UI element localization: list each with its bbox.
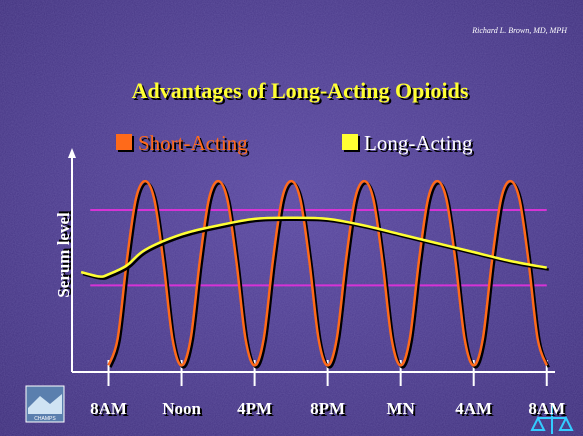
x-tick-label: 8PM — [310, 399, 345, 418]
x-tick-label: 8AM — [90, 399, 127, 418]
scales-icon — [530, 405, 574, 434]
legend-label: Short-Acting — [138, 131, 248, 155]
logo-text: CHAMPS — [34, 416, 56, 422]
x-tick-label: 8AM — [528, 399, 565, 418]
chart-title: Advantages of Long-Acting Opioids — [132, 78, 469, 103]
series-line — [107, 179, 548, 367]
legend-swatch — [116, 134, 132, 150]
legend-swatch — [342, 134, 358, 150]
y-axis-arrow — [68, 148, 76, 158]
x-tick-label: 4PM — [237, 399, 272, 418]
x-tick-label: 4AM — [455, 399, 492, 418]
author: Richard L. Brown, MD, MPH — [471, 26, 568, 35]
x-tick-label: Noon — [162, 399, 201, 418]
legend-label: Long-Acting — [364, 131, 473, 155]
y-axis-label: Serum level — [54, 212, 73, 298]
logo: CHAMPS — [25, 385, 65, 423]
series-line — [80, 216, 547, 278]
x-tick-label: MN — [387, 399, 416, 418]
